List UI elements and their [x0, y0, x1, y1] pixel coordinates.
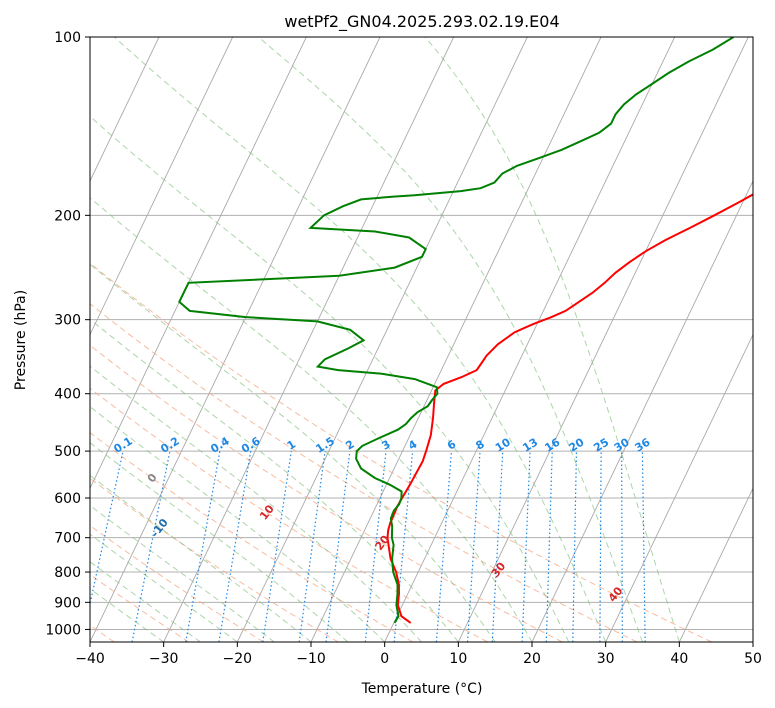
dry-adiabat: [90, 303, 638, 642]
mixing-ratio-lines: [90, 450, 646, 642]
chart-title: wetPf2_GN04.2025.293.02.19.E04: [284, 12, 559, 32]
isotherm-line: [605, 333, 753, 642]
dry-adiabat: [90, 387, 488, 642]
moist-adiabat: [424, 37, 680, 642]
x-tick-label: 50: [744, 651, 762, 667]
x-tick-label: −40: [75, 651, 105, 667]
moist-adiabat: [90, 318, 459, 642]
x-tick-label: −20: [223, 651, 253, 667]
mixing-ratio-line: [131, 450, 171, 642]
x-tick-label: 40: [670, 651, 688, 667]
dry-adiabat: [90, 431, 414, 642]
moist-adiabat: [90, 406, 386, 642]
y-tick-label: 200: [54, 208, 81, 224]
moist-adiabat: [90, 442, 349, 642]
moist-adiabat: [257, 37, 643, 642]
x-tick-label: 30: [597, 651, 615, 667]
skewed-isotherms: [90, 37, 753, 642]
y-tick-label: 100: [54, 30, 81, 46]
y-tick-label: 400: [54, 387, 81, 403]
isotherm-line: [531, 179, 753, 642]
mixing-ratio-line: [262, 451, 292, 642]
isotherm-line: [163, 37, 455, 642]
moist-adiabat: [90, 263, 496, 642]
moist-adiabat: [90, 588, 164, 642]
isotherm-line: [90, 37, 381, 642]
moist-adiabats: [90, 37, 680, 642]
x-tick-label: 20: [523, 651, 541, 667]
y-axis-title: Pressure (hPa): [13, 290, 29, 390]
sounding-line: [178, 37, 735, 624]
y-axis-ticks: 100 200 300 400 500 600 700 800 900 1000: [45, 30, 90, 638]
sounding-profiles: [178, 37, 753, 624]
x-tick-label: 0: [380, 651, 389, 667]
moist-adiabat: [113, 37, 607, 642]
plot-frame: [89, 36, 754, 643]
moist-adiabat: [90, 504, 275, 642]
y-tick-label: 1000: [45, 622, 81, 638]
moist-adiabat: [90, 561, 201, 642]
y-tick-label: 600: [54, 491, 81, 507]
isotherm-line: [236, 37, 528, 642]
moist-adiabat: [90, 115, 570, 642]
isotherm-line: [384, 37, 676, 642]
y-tick-label: 500: [54, 444, 81, 460]
y-tick-label: 800: [54, 565, 81, 581]
sounding-line: [386, 193, 753, 624]
mixing-ratio-line: [325, 451, 351, 642]
dry-adiabat: [90, 262, 712, 642]
isotherm-line: [457, 37, 749, 642]
moist-adiabat: [90, 533, 238, 642]
x-axis-ticks: −40 −30 −20 −10 0 10 20 30 40 50: [75, 642, 762, 667]
isotherm-line: [90, 37, 307, 490]
y-tick-label: 300: [54, 313, 81, 329]
dry-adiabat: [90, 477, 339, 642]
isotherm-line: [310, 37, 602, 642]
x-tick-label: 10: [449, 651, 467, 667]
dry-adiabats: [90, 262, 712, 642]
dry-adiabat: [90, 573, 190, 642]
mixing-ratio-line: [364, 451, 387, 642]
y-tick-label: 700: [54, 531, 81, 547]
mixing-ratio-line: [218, 451, 252, 642]
isotherm-line: [90, 37, 234, 336]
dry-adiabat: [90, 344, 563, 642]
isotherm-line: [678, 487, 753, 642]
isotherm-line: [90, 37, 160, 182]
y-tick-label: 900: [54, 595, 81, 611]
mixing-ratio-line: [185, 450, 221, 642]
moist-adiabat: [90, 365, 422, 642]
x-axis-title: Temperature (°C): [361, 681, 483, 697]
x-tick-label: −30: [149, 651, 179, 667]
x-tick-label: −10: [296, 651, 326, 667]
mixing-ratio-line: [298, 451, 326, 642]
